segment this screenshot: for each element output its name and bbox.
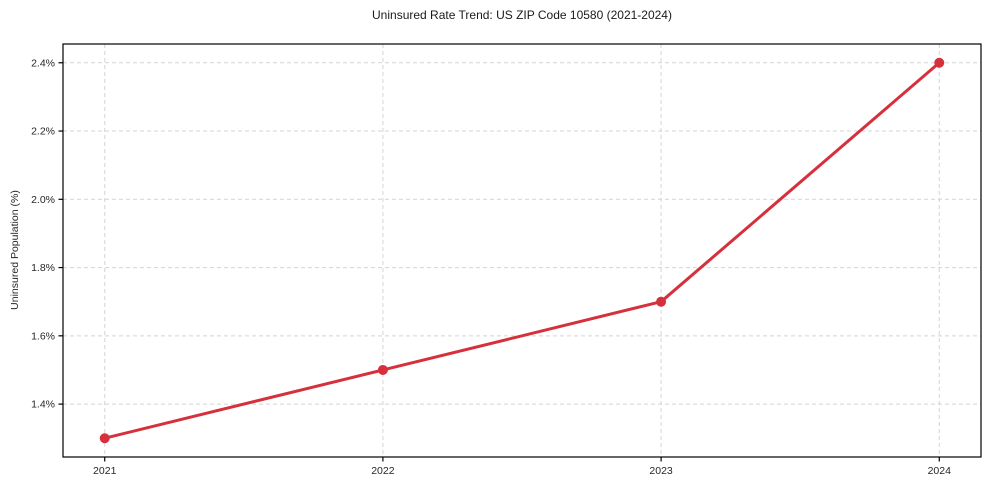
data-point: [99, 433, 110, 444]
x-tick-label: 2021: [93, 465, 117, 477]
y-tick-label: 1.4%: [31, 399, 55, 411]
data-point: [934, 57, 945, 68]
y-tick-label: 2.0%: [31, 194, 55, 206]
x-tick-label: 2022: [371, 465, 395, 477]
y-tick-label: 2.4%: [31, 57, 55, 69]
y-tick-label: 1.8%: [31, 262, 55, 274]
plot-border: [62, 43, 982, 458]
chart-title: Uninsured Rate Trend: US ZIP Code 10580 …: [372, 8, 672, 22]
data-point: [377, 364, 388, 375]
data-point: [656, 296, 667, 307]
y-tick-label: 2.2%: [31, 126, 55, 138]
x-tick-label: 2023: [649, 465, 673, 477]
x-tick-label: 2024: [928, 465, 952, 477]
y-tick-label: 1.6%: [31, 330, 55, 342]
trend-line: [103, 61, 941, 440]
